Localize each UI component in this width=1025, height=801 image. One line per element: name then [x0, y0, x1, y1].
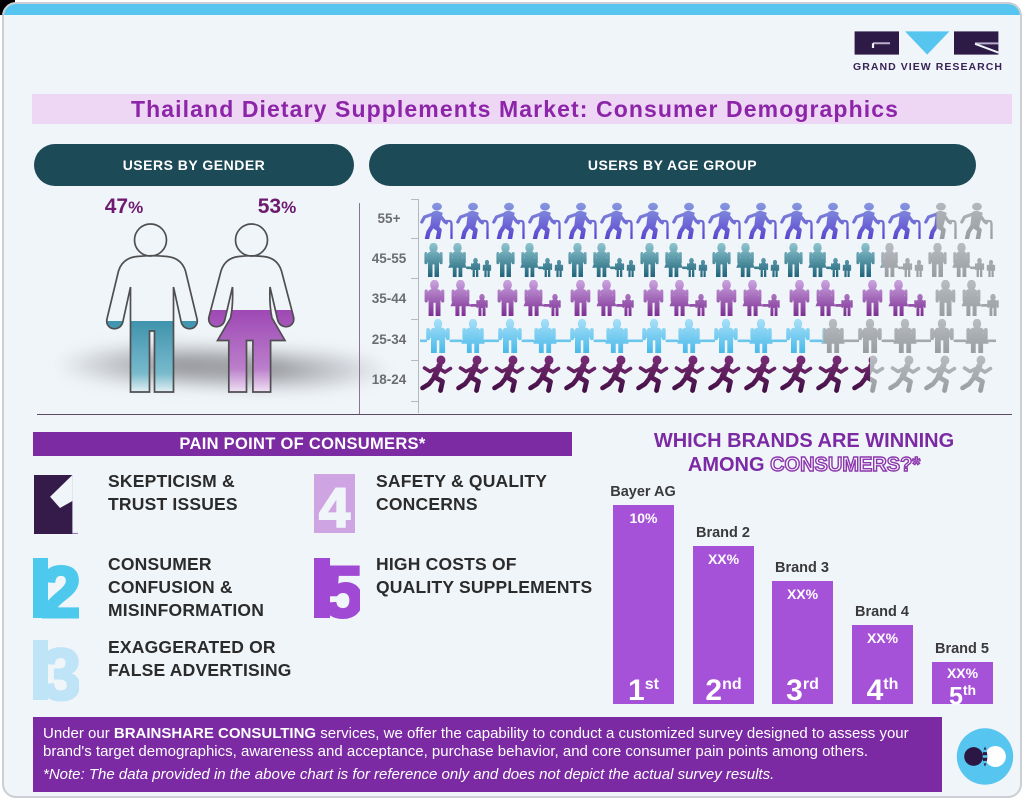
- svg-text:3: 3: [41, 640, 79, 704]
- svg-text:2: 2: [41, 558, 79, 622]
- svg-text:4: 4: [319, 476, 350, 538]
- svg-text:5: 5: [323, 558, 360, 622]
